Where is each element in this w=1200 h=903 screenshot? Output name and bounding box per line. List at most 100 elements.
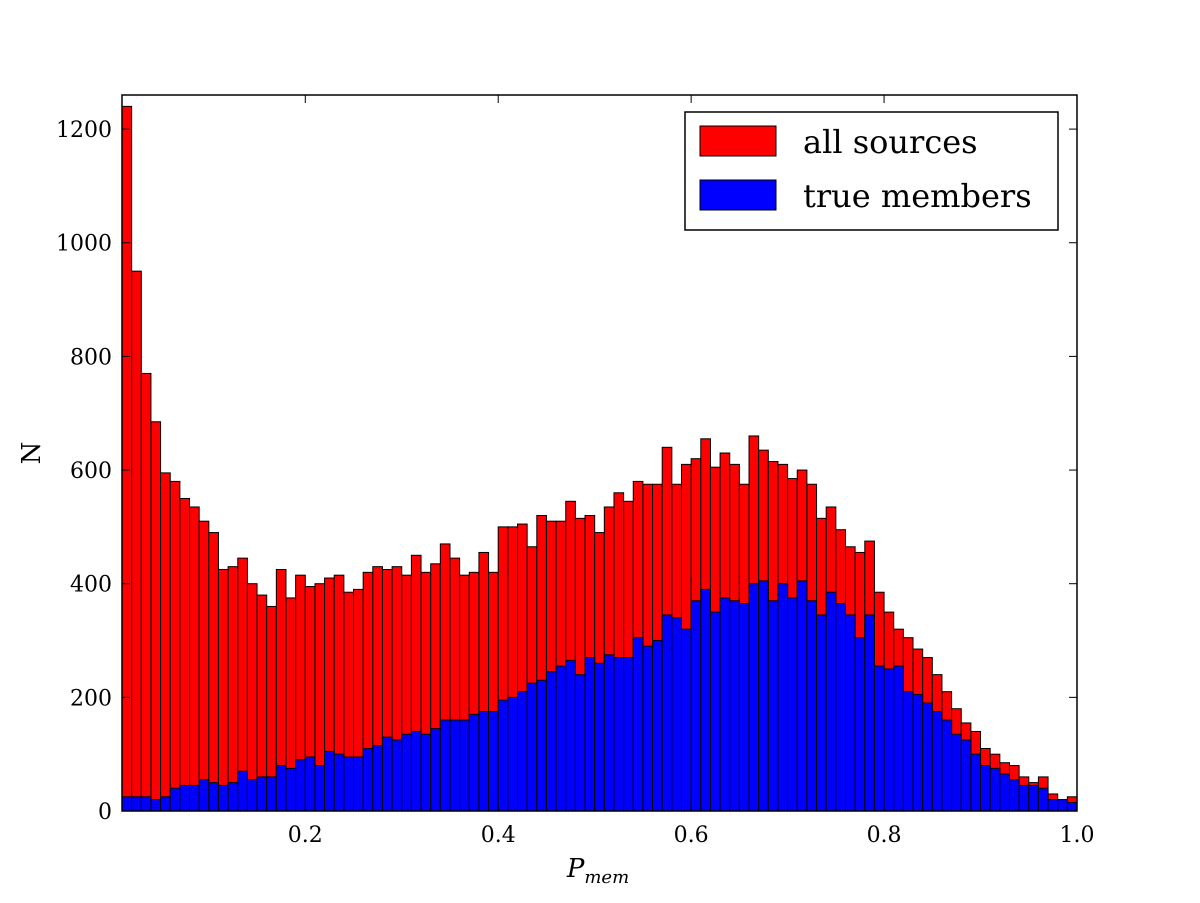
bar-all-sources-11 xyxy=(227,566,239,812)
bar-true-members-24 xyxy=(353,756,364,812)
y-tick-label: 1000 xyxy=(56,232,112,257)
bar-true-members-63 xyxy=(729,600,740,812)
x-axis-label-main: P xyxy=(566,854,585,884)
x-axis-ticks: 0.2 0.4 0.6 0.8 1.0 xyxy=(288,95,1095,848)
bar-true-members-31 xyxy=(420,733,432,812)
bar-true-members-87 xyxy=(960,739,972,812)
bar-true-members-28 xyxy=(391,739,403,812)
bar-all-sources-6 xyxy=(179,497,191,812)
x-tick-label: 1.0 xyxy=(1060,823,1095,848)
bar-true-members-75 xyxy=(844,614,856,812)
bar-true-members-46 xyxy=(565,659,576,812)
bar-true-members-13 xyxy=(246,779,258,812)
bar-true-members-77 xyxy=(864,614,875,812)
bar-true-members-94 xyxy=(1028,784,1039,812)
bar-true-members-57 xyxy=(671,617,682,812)
bar-true-members-10 xyxy=(217,784,229,812)
bar-true-members-70 xyxy=(796,580,808,812)
bar-true-members-66 xyxy=(758,580,769,812)
bar-true-members-89 xyxy=(980,765,991,812)
bar-true-members-23 xyxy=(343,756,355,812)
bar-all-sources-7 xyxy=(189,506,200,812)
x-tick-label: 0.8 xyxy=(867,823,902,848)
bar-true-members-61 xyxy=(709,611,721,812)
bar-true-members-2 xyxy=(140,796,152,812)
bar-true-members-82 xyxy=(912,694,924,812)
x-tick-label: 0.2 xyxy=(288,823,323,848)
bar-true-members-95 xyxy=(1037,787,1049,812)
bar-true-members-73 xyxy=(825,591,837,812)
y-tick-label: 800 xyxy=(70,345,112,370)
bar-all-sources-13 xyxy=(246,583,258,812)
legend-swatch-all-sources xyxy=(699,125,777,157)
bar-true-members-21 xyxy=(324,750,335,812)
bar-true-members-11 xyxy=(227,782,239,812)
bar-true-members-5 xyxy=(169,787,181,812)
bar-true-members-49 xyxy=(594,662,605,812)
bar-true-members-86 xyxy=(951,733,962,812)
bar-true-members-14 xyxy=(256,776,268,812)
bar-true-members-35 xyxy=(459,719,470,812)
bar-true-members-51 xyxy=(613,657,625,812)
bar-all-sources-4 xyxy=(160,472,171,812)
bar-true-members-71 xyxy=(806,600,818,812)
bar-true-members-96 xyxy=(1047,799,1059,812)
bar-true-members-79 xyxy=(883,668,895,812)
bar-true-members-83 xyxy=(922,702,933,812)
bar-true-members-44 xyxy=(545,671,557,812)
bar-true-members-54 xyxy=(642,645,654,812)
bar-true-members-27 xyxy=(381,736,393,812)
bar-true-members-22 xyxy=(333,753,345,812)
legend: all sources true members xyxy=(684,111,1059,231)
bar-true-members-20 xyxy=(314,765,326,812)
x-axis-label: Pmem xyxy=(566,854,629,888)
bar-true-members-18 xyxy=(295,759,306,812)
bar-true-members-84 xyxy=(931,711,943,812)
bar-true-members-92 xyxy=(1008,779,1020,812)
bar-true-members-37 xyxy=(478,711,490,812)
x-axis-label-subscript: mem xyxy=(584,867,629,888)
bar-true-members-59 xyxy=(690,600,702,812)
bar-true-members-72 xyxy=(816,614,827,812)
bar-true-members-68 xyxy=(777,583,789,812)
bar-all-sources-10 xyxy=(217,568,229,812)
bar-true-members-3 xyxy=(150,799,162,812)
bar-true-members-74 xyxy=(835,603,846,812)
legend-swatch-true-members xyxy=(699,179,777,211)
bar-all-sources-5 xyxy=(169,480,181,812)
y-tick-label: 1200 xyxy=(56,118,112,143)
bar-true-members-29 xyxy=(401,733,412,812)
bar-true-members-60 xyxy=(700,588,711,812)
bar-all-sources-3 xyxy=(150,421,162,812)
bar-true-members-88 xyxy=(970,753,982,812)
y-tick-label: 200 xyxy=(70,686,112,711)
bar-true-members-80 xyxy=(893,665,904,812)
bar-true-members-64 xyxy=(738,603,750,812)
bar-true-members-90 xyxy=(989,767,1001,812)
bar-true-members-9 xyxy=(208,782,219,812)
legend-label-true-members: true members xyxy=(803,177,1032,215)
plot-frame xyxy=(121,94,1078,812)
bar-true-members-48 xyxy=(584,657,596,812)
bar-true-members-97 xyxy=(1057,799,1068,812)
bar-true-members-25 xyxy=(362,747,374,812)
bar-true-members-55 xyxy=(652,640,663,812)
bar-true-members-67 xyxy=(767,600,779,812)
bar-true-members-30 xyxy=(410,730,422,812)
bar-true-members-33 xyxy=(439,719,451,812)
bar-all-sources-2 xyxy=(140,372,152,812)
bar-all-sources-9 xyxy=(208,532,219,812)
bar-true-members-26 xyxy=(372,745,383,812)
y-axis-label: N xyxy=(17,442,47,465)
bar-true-members-6 xyxy=(179,784,191,812)
bar-true-members-76 xyxy=(854,637,866,812)
bar-true-members-39 xyxy=(497,699,509,812)
bar-true-members-7 xyxy=(189,784,200,812)
y-tick-label: 0 xyxy=(98,800,112,825)
bar-true-members-47 xyxy=(574,674,586,812)
bar-true-members-43 xyxy=(536,679,547,812)
bar-true-members-32 xyxy=(430,728,441,812)
bar-true-members-62 xyxy=(719,597,731,812)
bar-true-members-41 xyxy=(517,691,528,812)
